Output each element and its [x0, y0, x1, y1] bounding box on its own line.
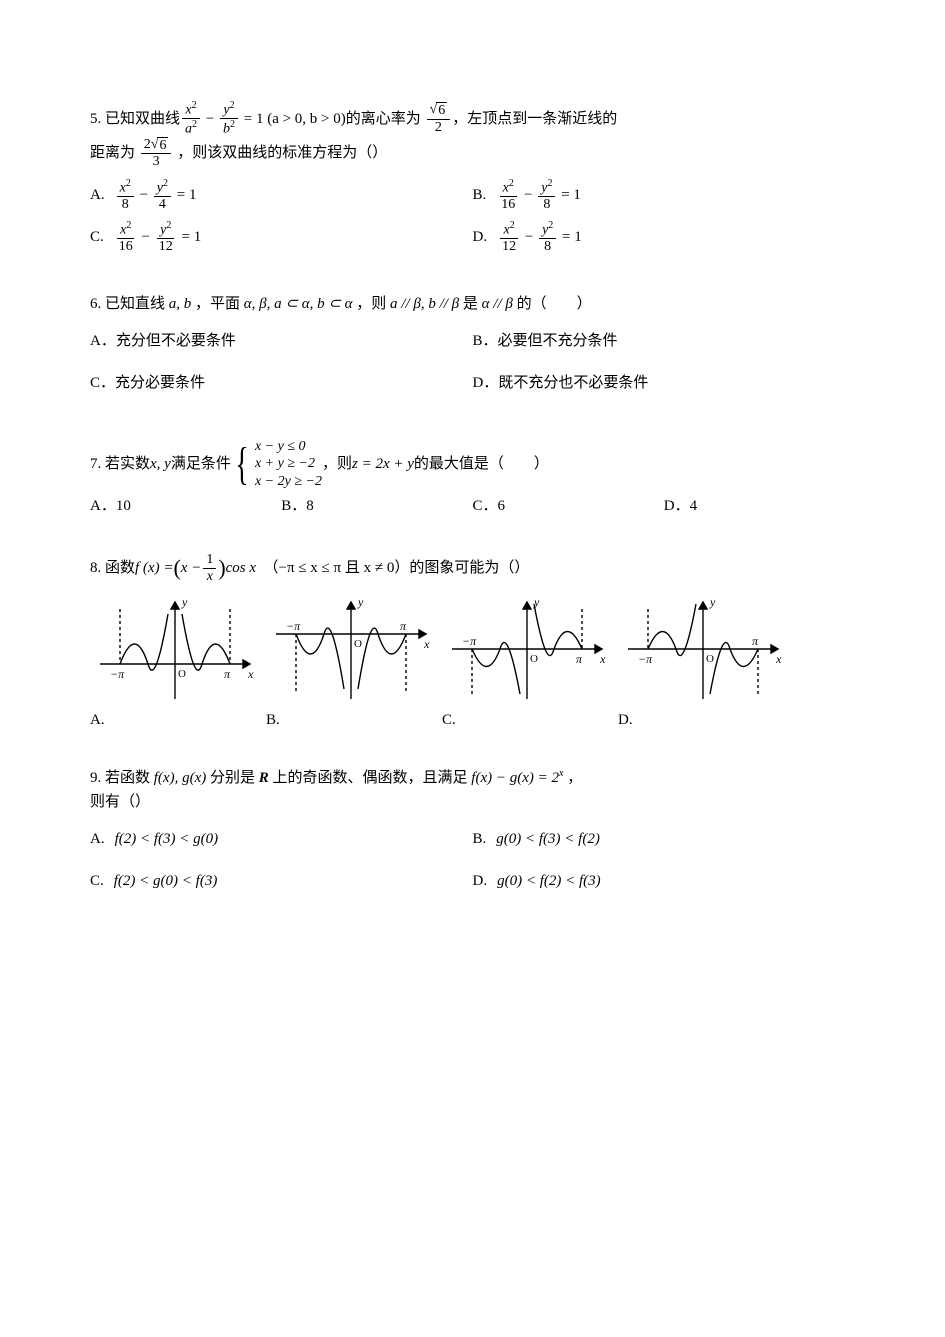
q5-text4: 距离为	[90, 141, 135, 165]
svg-text:π: π	[576, 652, 583, 666]
q5-eccentricity: 6 2	[427, 102, 451, 135]
q9-stem2: 则有（）	[90, 790, 855, 814]
q9-option-d: D.g(0) < f(2) < f(3)	[473, 860, 856, 902]
svg-text:x: x	[247, 667, 254, 681]
svg-text:y: y	[709, 595, 716, 609]
q9-option-a: A.f(2) < f(3) < g(0)	[90, 818, 473, 860]
q7-option-a: A．10	[90, 494, 281, 518]
svg-text:x: x	[423, 637, 430, 651]
svg-text:O: O	[530, 653, 538, 665]
q5-option-b: B. x216 − y28 = 1	[473, 174, 856, 216]
q5-option-a: A. x28 − y24 = 1	[90, 174, 473, 216]
q6-options: A．充分但不必要条件 B．必要但不充分条件 C．充分必要条件 D．既不充分也不必…	[90, 320, 855, 404]
q7-options: A．10 B．8 C．6 D．4	[90, 494, 855, 518]
q6-option-c: C．充分必要条件	[90, 362, 473, 404]
q5-option-d: D. x212 − y28 = 1	[473, 216, 856, 258]
q5-hyperbola-eq: x2a2 − y2b2 = 1 (a > 0, b > 0)	[180, 100, 346, 137]
q8-graph-d: y x O −π π D.	[618, 594, 788, 732]
q5-text2: 的离心率为	[346, 107, 421, 131]
q7-system: { x − y ≤ 0 x + y ≥ −2 x − 2y ≥ −2	[231, 438, 322, 491]
q8-graph-c: y x O −π π C.	[442, 594, 612, 732]
q7-option-b: B．8	[281, 494, 472, 518]
q5-stem-line1: 5. 已知双曲线 x2a2 − y2b2 = 1 (a > 0, b > 0) …	[90, 100, 855, 137]
svg-text:−π: −π	[286, 619, 301, 633]
q9-option-c: C.f(2) < g(0) < f(3)	[90, 860, 473, 902]
q6-option-d: D．既不充分也不必要条件	[473, 362, 856, 404]
q6-stem: 6. 已知直线 a, b ，平面 α, β, a ⊂ α, b ⊂ α ，则 a…	[90, 292, 855, 316]
svg-text:y: y	[181, 595, 188, 609]
q9-stem: 9. 若函数 f(x), g(x) 分别是 R 上的奇函数、偶函数，且满足 f(…	[90, 766, 855, 790]
q7-option-d: D．4	[664, 494, 855, 518]
q8-graphs: y x O −π π A. y x O −π	[90, 594, 855, 732]
svg-text:y: y	[357, 595, 364, 609]
q5-stem-line2: 距离为 26 3 ，则该双曲线的标准方程为（）	[90, 137, 855, 170]
svg-text:−π: −π	[638, 652, 653, 666]
q5-distance: 26 3	[141, 137, 172, 170]
q7-option-c: C．6	[473, 494, 664, 518]
svg-text:−π: −π	[110, 667, 125, 681]
q9-option-b: B.g(0) < f(3) < f(2)	[473, 818, 856, 860]
q5-text1: 已知双曲线	[105, 107, 180, 131]
q5-option-c: C. x216 − y212 = 1	[90, 216, 473, 258]
svg-text:π: π	[400, 619, 407, 633]
q8-stem: 8. 函数 f (x) = ( x − 1x ) cos x （−π ≤ x ≤…	[90, 552, 855, 584]
svg-text:O: O	[354, 638, 362, 650]
q8-graph-a: y x O −π π A.	[90, 594, 260, 732]
q7-stem: 7. 若实数 x, y 满足条件 { x − y ≤ 0 x + y ≥ −2 …	[90, 438, 855, 491]
question-5: 5. 已知双曲线 x2a2 − y2b2 = 1 (a > 0, b > 0) …	[90, 100, 855, 258]
svg-text:x: x	[599, 652, 606, 666]
question-7: 7. 若实数 x, y 满足条件 { x − y ≤ 0 x + y ≥ −2 …	[90, 438, 855, 519]
q9-options: A.f(2) < f(3) < g(0) B.g(0) < f(3) < f(2…	[90, 818, 855, 902]
svg-text:y: y	[533, 595, 540, 609]
q5-text3: ，左顶点到一条渐近线的	[452, 107, 617, 131]
q5-number: 5.	[90, 107, 101, 131]
question-6: 6. 已知直线 a, b ，平面 α, β, a ⊂ α, b ⊂ α ，则 a…	[90, 292, 855, 404]
svg-text:−π: −π	[462, 634, 477, 648]
q5-text5: ，则该双曲线的标准方程为（）	[177, 141, 387, 165]
q6-option-a: A．充分但不必要条件	[90, 320, 473, 362]
svg-text:π: π	[224, 667, 231, 681]
q8-graph-b: y x O −π π B.	[266, 594, 436, 732]
svg-text:π: π	[752, 634, 759, 648]
svg-text:O: O	[178, 668, 186, 680]
question-9: 9. 若函数 f(x), g(x) 分别是 R 上的奇函数、偶函数，且满足 f(…	[90, 766, 855, 902]
svg-text:O: O	[706, 653, 714, 665]
q5-options: A. x28 − y24 = 1 B. x216 − y28 = 1 C. x2…	[90, 174, 855, 258]
q6-option-b: B．必要但不充分条件	[473, 320, 856, 362]
svg-text:x: x	[775, 652, 782, 666]
question-8: 8. 函数 f (x) = ( x − 1x ) cos x （−π ≤ x ≤…	[90, 552, 855, 732]
